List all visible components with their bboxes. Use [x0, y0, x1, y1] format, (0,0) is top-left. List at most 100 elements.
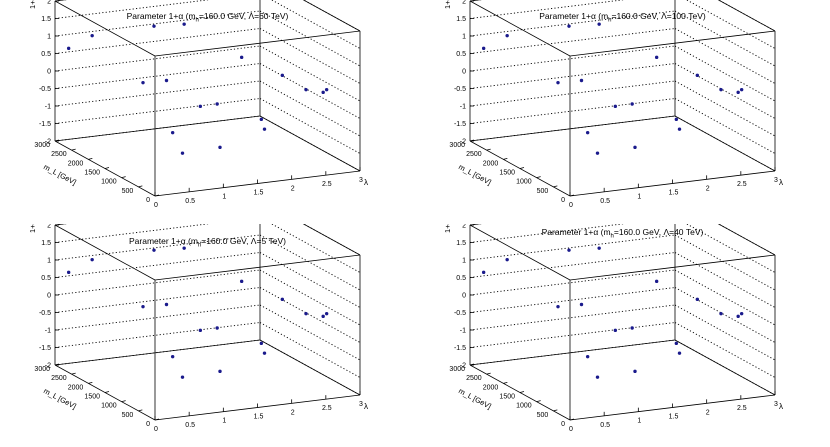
y-tick-mark — [536, 176, 541, 179]
y-tick-mark — [569, 194, 575, 197]
axis-box-edge — [54, 0, 156, 57]
chart-title-suffix: =160.0 GeV, Λ=60 TeV) — [198, 11, 289, 21]
grid-line-back — [469, 234, 676, 261]
axis-box-edge — [469, 224, 482, 226]
data-point — [90, 257, 94, 262]
x-tick-label: 1 — [222, 418, 226, 425]
axis-box-edge — [302, 0, 361, 32]
z-tick-label: -1.5 — [454, 121, 466, 128]
data-point — [259, 117, 264, 122]
x-tick-label: 1 — [637, 418, 641, 425]
data-point — [579, 302, 584, 307]
z-tick-label: -0.5 — [39, 86, 51, 93]
y-tick-mark — [121, 176, 126, 179]
grid-line-back — [54, 287, 261, 313]
y-tick-mark — [536, 400, 541, 403]
z-tick-label: 0.5 — [41, 275, 51, 282]
y-tick-mark — [88, 381, 93, 384]
data-point — [739, 87, 744, 92]
data-point — [66, 46, 71, 51]
grid-line-side — [259, 322, 361, 378]
y-tick-label: 1000 — [516, 403, 532, 410]
x-tick-label: 0.5 — [185, 422, 195, 429]
data-point — [66, 270, 71, 275]
axis-box-edge — [674, 339, 776, 396]
grid-line-side — [259, 80, 361, 137]
data-point — [141, 304, 145, 309]
z-tick-label: -1.5 — [454, 345, 466, 352]
z-tick-label: 1 — [47, 258, 51, 265]
y-tick-label: 0 — [561, 421, 565, 428]
z-tick-label: 0 — [462, 293, 466, 300]
data-point — [674, 341, 679, 346]
z-tick-label: 1.5 — [456, 240, 466, 247]
data-point — [180, 375, 185, 379]
data-point — [321, 314, 325, 319]
axis-box-edge — [54, 339, 261, 366]
y-tick-mark — [104, 391, 110, 393]
data-point — [677, 351, 682, 355]
x-tick-label: 1.5 — [254, 414, 264, 421]
grid-line-back — [54, 304, 261, 331]
y-tick-label: 1000 — [101, 179, 117, 186]
z-tick-label: 2 — [462, 0, 466, 6]
chart-title-sub: h — [195, 17, 199, 24]
grid-line-side — [674, 45, 776, 102]
z-axis-label: 1+α — [28, 224, 37, 233]
axis-box-edge — [469, 0, 571, 57]
data-point — [239, 279, 244, 284]
grid-line-side — [674, 322, 776, 378]
data-point — [739, 311, 744, 316]
data-point — [505, 33, 509, 38]
data-point — [585, 354, 590, 359]
z-tick-label: 0.5 — [456, 51, 466, 58]
data-point — [736, 314, 740, 319]
grid-line-back — [469, 224, 626, 243]
data-point — [218, 145, 222, 150]
chart-title: Parameter 1+α (mh=160.0 GeV, Λ=5 TeV) — [0, 236, 415, 249]
z-tick-label: 0 — [462, 69, 466, 76]
data-point — [630, 102, 634, 106]
y-tick-mark — [138, 185, 143, 188]
z-tick-label: -2 — [460, 139, 466, 146]
y-tick-mark — [553, 409, 558, 412]
data-point — [152, 24, 156, 28]
data-point — [736, 90, 740, 95]
z-tick-label: -2 — [45, 363, 51, 370]
axis-box-edge — [717, 0, 776, 32]
data-point — [556, 304, 560, 309]
y-tick-label: 500 — [537, 412, 549, 419]
data-point — [324, 311, 329, 316]
grid-line-back — [54, 252, 261, 278]
grid-line-back — [469, 80, 676, 107]
grid-line-side — [674, 10, 776, 67]
z-tick-label: -2 — [460, 363, 466, 370]
axis-box-edge — [569, 30, 776, 57]
axis-box-edge — [717, 224, 776, 256]
grid-line-side — [302, 0, 361, 32]
x-axis-label: λ — [364, 402, 368, 411]
y-tick-label: 1000 — [516, 179, 532, 186]
y-tick-label: 2000 — [483, 384, 499, 391]
data-point — [585, 130, 590, 135]
data-point — [280, 73, 285, 78]
grid-line-back — [469, 287, 676, 313]
grid-line-back — [54, 80, 261, 107]
z-axis-label: 1+α — [28, 0, 37, 9]
grid-line-side — [259, 287, 361, 343]
data-point — [164, 302, 169, 307]
grid-line-back — [469, 63, 676, 89]
y-tick-mark — [88, 157, 93, 160]
x-tick-label: 2.5 — [737, 405, 747, 412]
z-tick-label: -1.5 — [39, 121, 51, 128]
y-tick-mark — [503, 157, 508, 160]
axis-box-edge — [54, 224, 156, 281]
grid-line-side — [674, 269, 776, 326]
grid-line-back — [469, 0, 626, 19]
data-point — [164, 78, 169, 83]
x-tick-label: 2 — [706, 185, 710, 192]
z-tick-label: -1 — [45, 328, 51, 335]
